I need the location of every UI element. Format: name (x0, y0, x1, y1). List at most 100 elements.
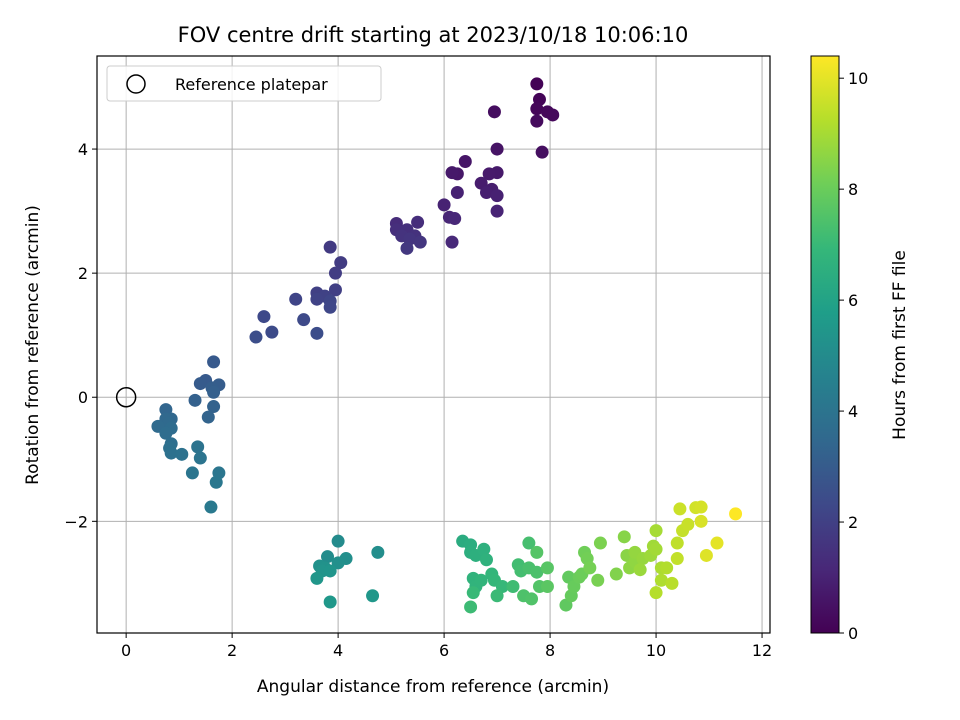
colorbar-tick-label: 4 (848, 402, 858, 421)
data-point (437, 198, 451, 212)
colorbar-tick-label: 8 (848, 180, 858, 199)
data-point (310, 326, 324, 340)
data-point (490, 189, 504, 203)
data-point (164, 446, 178, 460)
legend: Reference platepar (106, 65, 382, 102)
data-point (323, 595, 337, 609)
data-point (477, 542, 491, 556)
data-point (323, 564, 337, 578)
data-point (633, 563, 647, 577)
data-point (530, 114, 544, 128)
data-point (448, 212, 462, 226)
data-point (331, 556, 345, 570)
data-point (411, 215, 425, 229)
y-axis-label: Rotation from reference (arcmin) (23, 205, 43, 485)
data-point (207, 385, 221, 399)
data-point (530, 102, 544, 116)
data-point (591, 573, 605, 587)
legend-entry-reference: Reference platepar (175, 75, 328, 94)
colorbar-label: Hours from first FF file (890, 250, 910, 440)
data-point (474, 573, 488, 587)
data-point (694, 514, 708, 528)
grid (97, 56, 770, 633)
data-point (681, 517, 695, 531)
chart-title: FOV centre drift starting at 2023/10/18 … (178, 23, 689, 47)
data-point (540, 561, 554, 575)
data-point (506, 579, 520, 593)
data-point (487, 105, 501, 119)
data-point (670, 552, 684, 566)
data-point (466, 586, 480, 600)
y-tick-label: 0 (78, 388, 88, 407)
data-point (159, 426, 173, 440)
y-tick-label: −2 (64, 512, 88, 531)
data-point (323, 300, 337, 314)
colorbar-ticks: 0 2 4 6 8 10 (839, 69, 868, 643)
data-point (188, 393, 202, 407)
data-point (609, 567, 623, 581)
data-point (310, 571, 324, 585)
data-point (530, 545, 544, 559)
data-point (185, 466, 199, 480)
y-ticks: −2 0 2 4 (64, 140, 97, 531)
data-point (445, 235, 459, 249)
legend-box (106, 65, 382, 102)
data-point (729, 507, 743, 521)
data-point (371, 545, 385, 559)
data-point (366, 589, 380, 603)
reference-point-marker (115, 386, 137, 408)
colorbar (810, 55, 840, 634)
data-point (209, 475, 223, 489)
x-tick-label: 4 (333, 641, 343, 660)
data-point (257, 310, 271, 324)
data-point (535, 145, 549, 159)
y-tick-label: 2 (78, 264, 88, 283)
data-point (479, 553, 493, 567)
data-point (490, 142, 504, 156)
data-point (207, 355, 221, 369)
data-point (400, 241, 414, 255)
data-point (323, 240, 337, 254)
x-tick-label: 0 (121, 641, 131, 660)
data-point (191, 440, 205, 454)
data-point (583, 561, 597, 575)
data-point (593, 536, 607, 550)
x-tick-label: 2 (227, 641, 237, 660)
data-point (665, 576, 679, 590)
data-point (522, 536, 536, 550)
data-point (297, 313, 311, 327)
data-point (201, 410, 215, 424)
data-point (413, 235, 427, 249)
data-point (673, 502, 687, 516)
x-tick-label: 8 (545, 641, 555, 660)
data-point (193, 377, 207, 391)
colorbar-tick-label: 10 (848, 69, 868, 88)
data-point (328, 266, 342, 280)
data-point (193, 451, 207, 465)
data-point (310, 292, 324, 306)
data-point (265, 325, 279, 339)
data-point (334, 256, 348, 270)
data-point (490, 204, 504, 218)
data-point (530, 77, 544, 91)
plot-frame (96, 55, 771, 634)
x-tick-label: 12 (752, 641, 772, 660)
x-tick-label: 10 (646, 641, 666, 660)
data-points (151, 77, 743, 614)
reference-marker (115, 386, 137, 408)
data-point (207, 400, 221, 414)
data-point (464, 600, 478, 614)
data-point (490, 589, 504, 603)
data-point (204, 500, 218, 514)
data-point (654, 573, 668, 587)
data-point (670, 536, 684, 550)
data-point (649, 586, 663, 600)
data-point (289, 292, 303, 306)
data-point (617, 530, 631, 544)
data-point (479, 185, 493, 199)
data-point (699, 548, 713, 562)
data-point (525, 592, 539, 606)
data-point (482, 167, 496, 181)
data-point (649, 524, 663, 538)
y-tick-label: 4 (78, 140, 88, 159)
